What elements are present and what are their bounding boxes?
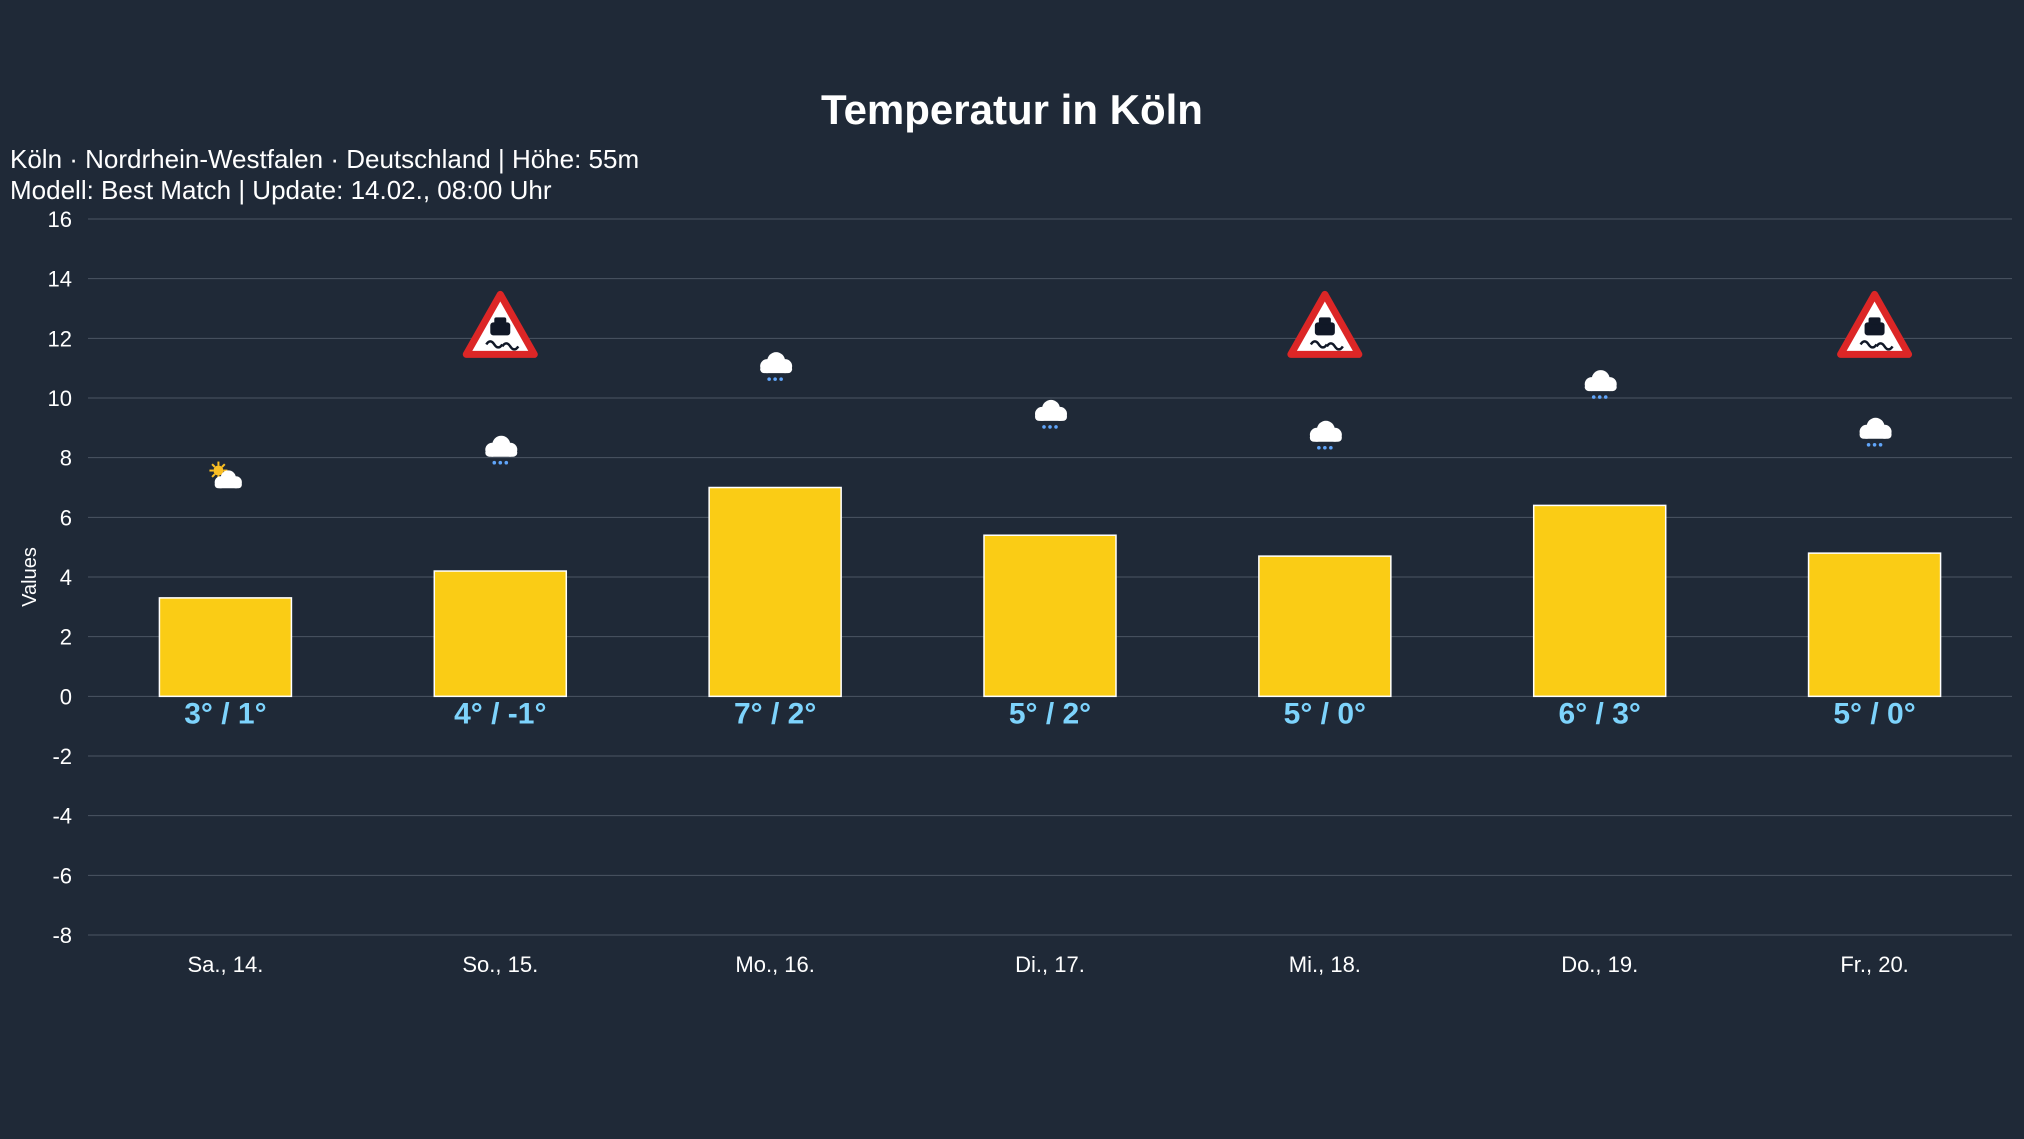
y-tick-label: -8 xyxy=(52,923,72,948)
slippery-road-warning-icon xyxy=(1837,290,1913,358)
bar xyxy=(983,534,1117,698)
slippery-road-warning-icon xyxy=(1287,290,1363,358)
y-tick-label: 2 xyxy=(60,625,72,650)
x-tick-label: Fr., 20. xyxy=(1840,952,1908,977)
bar xyxy=(158,597,293,698)
y-tick-label: 0 xyxy=(60,684,72,709)
subtitle-location: Köln · Nordrhein-Westfalen · Deutschland… xyxy=(10,144,640,174)
bar xyxy=(708,486,842,698)
data-label: 6° / 3° xyxy=(1559,697,1641,730)
subtitle-model: Modell: Best Match | Update: 14.02., 08:… xyxy=(10,175,552,205)
data-label: 5° / 0° xyxy=(1284,697,1366,730)
partly-cloudy-icon xyxy=(209,461,242,489)
x-tick-label: Sa., 14. xyxy=(188,952,264,977)
y-tick-label: 6 xyxy=(60,505,72,530)
bar xyxy=(1807,552,1942,698)
chart-title: Temperatur in Köln xyxy=(821,86,1203,133)
x-tick-label: Do., 19. xyxy=(1561,952,1638,977)
snow-cloud-icon xyxy=(1859,417,1892,447)
x-tick-label: So., 15. xyxy=(462,952,538,977)
data-label: 3° / 1° xyxy=(184,697,266,730)
snow-cloud-icon xyxy=(1309,420,1342,450)
y-tick-label: -6 xyxy=(52,863,72,888)
data-label: 4° / -1° xyxy=(454,697,546,730)
snow-cloud-icon xyxy=(1584,370,1617,399)
bar xyxy=(433,570,568,698)
y-tick-label: -4 xyxy=(52,804,72,829)
data-label: 5° / 2° xyxy=(1009,697,1091,730)
y-tick-label: -2 xyxy=(52,744,72,769)
bar xyxy=(1258,555,1392,698)
x-tick-label: Mo., 16. xyxy=(735,952,814,977)
y-tick-label: 8 xyxy=(60,446,72,471)
y-tick-label: 10 xyxy=(48,386,72,411)
x-tick-label: Di., 17. xyxy=(1015,952,1085,977)
y-tick-label: 12 xyxy=(48,326,72,351)
y-tick-label: 4 xyxy=(60,565,72,590)
y-tick-label: 14 xyxy=(48,267,72,292)
y-axis-label: Values xyxy=(19,547,41,607)
data-label: 5° / 0° xyxy=(1833,697,1915,730)
snow-cloud-icon xyxy=(485,435,518,465)
data-label: 7° / 2° xyxy=(734,697,816,730)
bar xyxy=(1532,504,1667,698)
y-tick-label: 16 xyxy=(48,207,72,232)
snow-cloud-icon xyxy=(1035,399,1067,429)
snow-cloud-icon xyxy=(760,352,793,381)
slippery-road-warning-icon xyxy=(462,290,538,358)
x-tick-label: Mi., 18. xyxy=(1289,952,1361,977)
